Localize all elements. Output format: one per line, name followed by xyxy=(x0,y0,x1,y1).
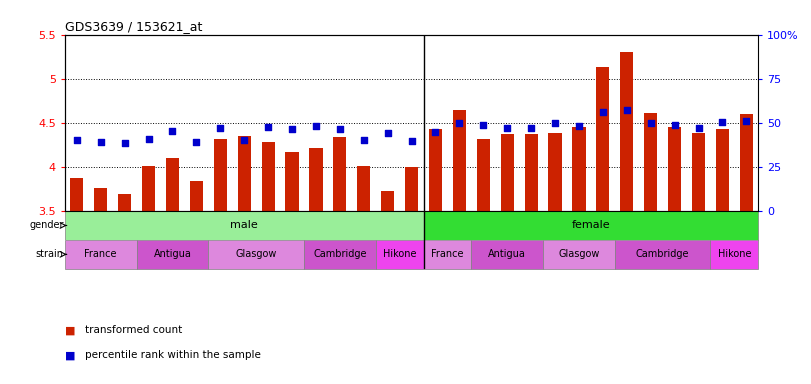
Point xyxy=(71,137,84,144)
Bar xyxy=(65,211,423,240)
Bar xyxy=(543,240,615,269)
Point xyxy=(453,120,466,126)
Text: male: male xyxy=(230,220,258,230)
Point xyxy=(644,120,657,126)
Bar xyxy=(596,67,609,211)
Point xyxy=(214,125,227,131)
Point xyxy=(596,109,609,115)
Point xyxy=(477,122,490,129)
Bar xyxy=(710,240,758,269)
Point xyxy=(740,118,753,124)
Bar xyxy=(94,188,107,211)
Bar xyxy=(525,134,538,211)
Bar xyxy=(309,148,323,211)
Point xyxy=(716,119,729,125)
Point xyxy=(692,125,705,131)
Text: Antigua: Antigua xyxy=(488,249,526,259)
Point xyxy=(668,122,681,129)
Bar xyxy=(190,181,203,211)
Bar xyxy=(71,177,84,211)
Bar xyxy=(615,240,710,269)
Bar xyxy=(142,166,155,211)
Point xyxy=(381,130,394,136)
Text: Glasgow: Glasgow xyxy=(235,249,277,259)
Point xyxy=(406,138,418,144)
Point xyxy=(429,129,442,135)
Text: transformed count: transformed count xyxy=(85,325,182,335)
Bar xyxy=(261,142,275,211)
Point xyxy=(333,126,346,132)
Bar xyxy=(375,240,423,269)
Text: France: France xyxy=(431,249,464,259)
Bar xyxy=(716,129,729,211)
Point xyxy=(118,140,131,146)
Bar xyxy=(500,134,514,211)
Bar xyxy=(573,127,586,211)
Bar xyxy=(548,132,562,211)
Point xyxy=(310,123,323,129)
Bar xyxy=(620,52,633,211)
Text: Glasgow: Glasgow xyxy=(558,249,599,259)
Text: Cambridge: Cambridge xyxy=(636,249,689,259)
Text: Hikone: Hikone xyxy=(383,249,416,259)
Bar xyxy=(208,240,304,269)
Text: Cambridge: Cambridge xyxy=(313,249,367,259)
Bar xyxy=(429,129,442,211)
Point xyxy=(166,127,179,134)
Text: ■: ■ xyxy=(65,350,75,360)
Point xyxy=(548,120,561,126)
Text: percentile rank within the sample: percentile rank within the sample xyxy=(85,350,261,360)
Point xyxy=(262,124,275,130)
Bar xyxy=(118,194,131,211)
Bar xyxy=(65,240,136,269)
Bar xyxy=(644,113,657,211)
Bar xyxy=(136,240,208,269)
Bar xyxy=(304,240,375,269)
Bar xyxy=(238,136,251,211)
Point xyxy=(190,139,203,145)
Point xyxy=(620,108,633,114)
Bar xyxy=(333,137,346,211)
Bar xyxy=(423,211,758,240)
Point xyxy=(525,125,538,131)
Bar xyxy=(423,240,471,269)
Bar xyxy=(477,139,490,211)
Bar xyxy=(381,191,394,211)
Text: strain: strain xyxy=(36,249,64,259)
Point xyxy=(358,137,371,144)
Bar xyxy=(285,152,298,211)
Bar xyxy=(166,158,179,211)
Bar xyxy=(692,132,705,211)
Point xyxy=(285,126,298,132)
Bar xyxy=(453,109,466,211)
Bar xyxy=(357,166,371,211)
Point xyxy=(94,139,107,145)
Bar xyxy=(471,240,543,269)
Text: ■: ■ xyxy=(65,325,75,335)
Bar xyxy=(668,127,681,211)
Bar xyxy=(214,139,227,211)
Text: gender: gender xyxy=(29,220,64,230)
Text: female: female xyxy=(572,220,610,230)
Point xyxy=(573,123,586,129)
Point xyxy=(238,137,251,144)
Text: Hikone: Hikone xyxy=(718,249,751,259)
Point xyxy=(142,136,155,142)
Point xyxy=(500,125,513,131)
Text: France: France xyxy=(84,249,117,259)
Text: Antigua: Antigua xyxy=(153,249,191,259)
Bar xyxy=(740,114,753,211)
Bar xyxy=(405,167,418,211)
Text: GDS3639 / 153621_at: GDS3639 / 153621_at xyxy=(65,20,202,33)
